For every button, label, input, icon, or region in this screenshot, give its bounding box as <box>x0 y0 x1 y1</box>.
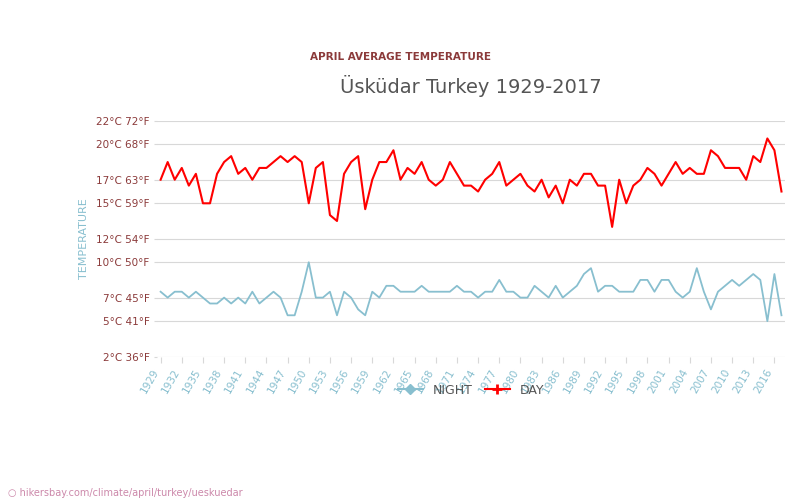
Text: ○ hikersbay.com/climate/april/turkey/ueskuedar: ○ hikersbay.com/climate/april/turkey/ues… <box>8 488 242 498</box>
Text: APRIL AVERAGE TEMPERATURE: APRIL AVERAGE TEMPERATURE <box>310 52 490 62</box>
Y-axis label: TEMPERATURE: TEMPERATURE <box>79 198 89 279</box>
Title: Üsküdar Turkey 1929-2017: Üsküdar Turkey 1929-2017 <box>340 75 602 97</box>
Legend: NIGHT, DAY: NIGHT, DAY <box>393 379 550 402</box>
